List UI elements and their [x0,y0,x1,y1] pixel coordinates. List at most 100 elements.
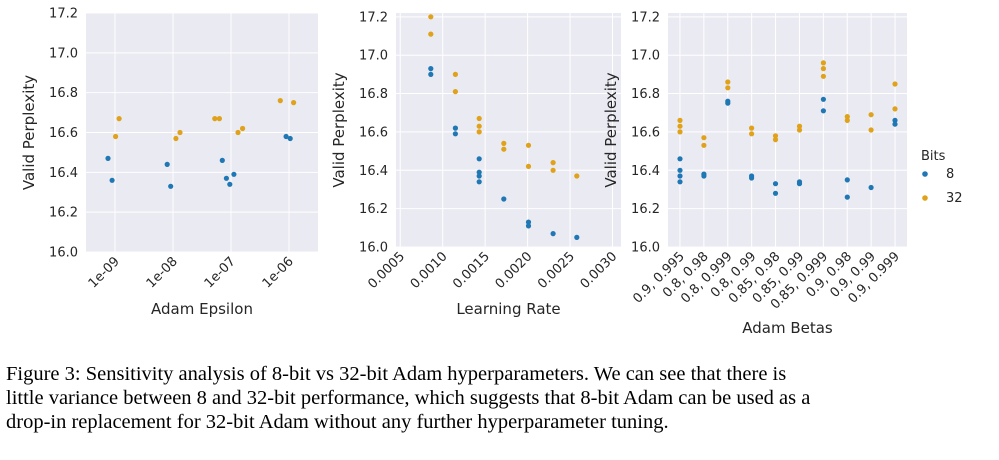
x-tick-label: 0.0030 [578,249,621,292]
data-point [677,123,683,129]
data-point [550,167,556,173]
x-tick-label: 1e-06 [260,254,297,291]
data-point [796,123,803,129]
series-32-bit [677,60,898,148]
x-tick-label: 0.0020 [493,249,536,292]
data-point [820,66,827,72]
y-tick-label: 17.0 [359,49,388,64]
legend-entry-label: 32 [946,191,963,206]
data-point [223,175,229,181]
y-tick-label: 16.4 [49,166,78,181]
data-point [219,157,225,163]
data-point [820,73,827,79]
data-point [216,116,222,122]
y-tick-label: 16.8 [631,87,660,102]
y-tick-label: 16.6 [359,125,388,140]
data-point [677,173,683,179]
y-axis-label: Valid Perplexity [602,72,620,187]
data-point [476,123,482,129]
data-point [844,114,850,120]
data-point [287,135,293,142]
y-tick-label: 17.2 [359,10,388,25]
data-point [820,60,827,66]
figure-caption: Figure 3: Sensitivity analysis of 8-bit … [6,362,994,434]
data-point [550,231,556,237]
y-axis-label: Valid Perplexity [20,75,38,190]
chart-panel-3: 16.016.216.416.616.817.017.20.9, 0.9950.… [602,10,907,337]
caption-line-2: little variance between 8 and 32-bit per… [6,387,811,409]
y-tick-label: 16.4 [359,164,388,179]
x-tick-label: 0.0015 [450,249,493,292]
data-point [725,100,731,106]
data-point [164,161,170,167]
x-tick-label: 1e-08 [144,254,181,291]
data-point [749,131,755,137]
data-point [231,171,237,177]
data-point [749,175,755,181]
data-point [525,163,532,169]
data-point [116,116,122,122]
data-point [240,125,246,132]
data-point [501,140,507,146]
data-point [701,142,707,148]
data-point [291,100,297,106]
data-point [844,117,850,123]
caption-line-3: drop-in replacement for 32-bit Adam with… [6,411,669,433]
x-tick-label: 0.0025 [535,249,578,292]
data-point [428,31,434,37]
data-point [476,156,482,162]
data-point [725,79,731,85]
data-point [772,181,779,187]
data-point [525,219,532,225]
data-point [452,125,458,131]
legend-marker [922,171,928,177]
data-point [677,129,683,135]
data-point [501,196,507,202]
legend-title: Bits [921,149,946,164]
data-point [868,184,874,191]
x-tick-label: 0.0010 [408,249,451,292]
chart-panel-2: 16.0 16.2 16.4 16.6 16.8 17.0 17.2 0.0005 0.0010… [330,10,621,318]
y-tick-label: 16.4 [631,164,660,179]
data-point [212,116,218,122]
x-tick-label: 1e-09 [86,254,123,291]
data-point [452,89,458,95]
y-tick-label: 16.8 [49,86,78,101]
data-point [452,71,458,77]
data-point [574,234,580,240]
series-8-bit [677,96,898,200]
data-point [772,137,779,143]
y-tick-label: 16.0 [631,241,660,256]
data-point [525,142,532,148]
y-tick-label: 16.2 [359,202,388,217]
data-point [173,135,179,142]
data-point [235,129,241,136]
data-point [868,127,874,133]
series-32-bit [113,98,297,142]
plot-background [396,13,621,247]
data-point [868,112,874,118]
data-point [168,183,174,189]
data-point [796,181,803,187]
series-8-bit [428,66,580,240]
data-point [428,71,434,77]
sensitivity-figure: 16.0 16.2 16.4 16.6 16.8 17.0 17.2 1e-09 1e-08 1e… [20,7,963,338]
y-axis-label: Valid Perplexity [330,72,348,187]
plot-background [668,13,907,247]
data-point [677,156,683,162]
data-point [476,129,482,135]
data-point [892,81,898,87]
legend-marker [922,195,928,201]
data-point [277,98,283,104]
y-tick-label: 17.0 [49,46,78,61]
data-point [109,177,115,183]
y-tick-label: 16.6 [49,126,78,141]
data-point [113,133,119,140]
y-tick-label: 16.0 [49,246,78,261]
data-point [892,117,898,123]
data-point [677,179,683,185]
data-point [476,179,482,185]
x-tick-label: 0.0005 [365,249,408,292]
y-tick-label: 17.2 [49,7,78,22]
